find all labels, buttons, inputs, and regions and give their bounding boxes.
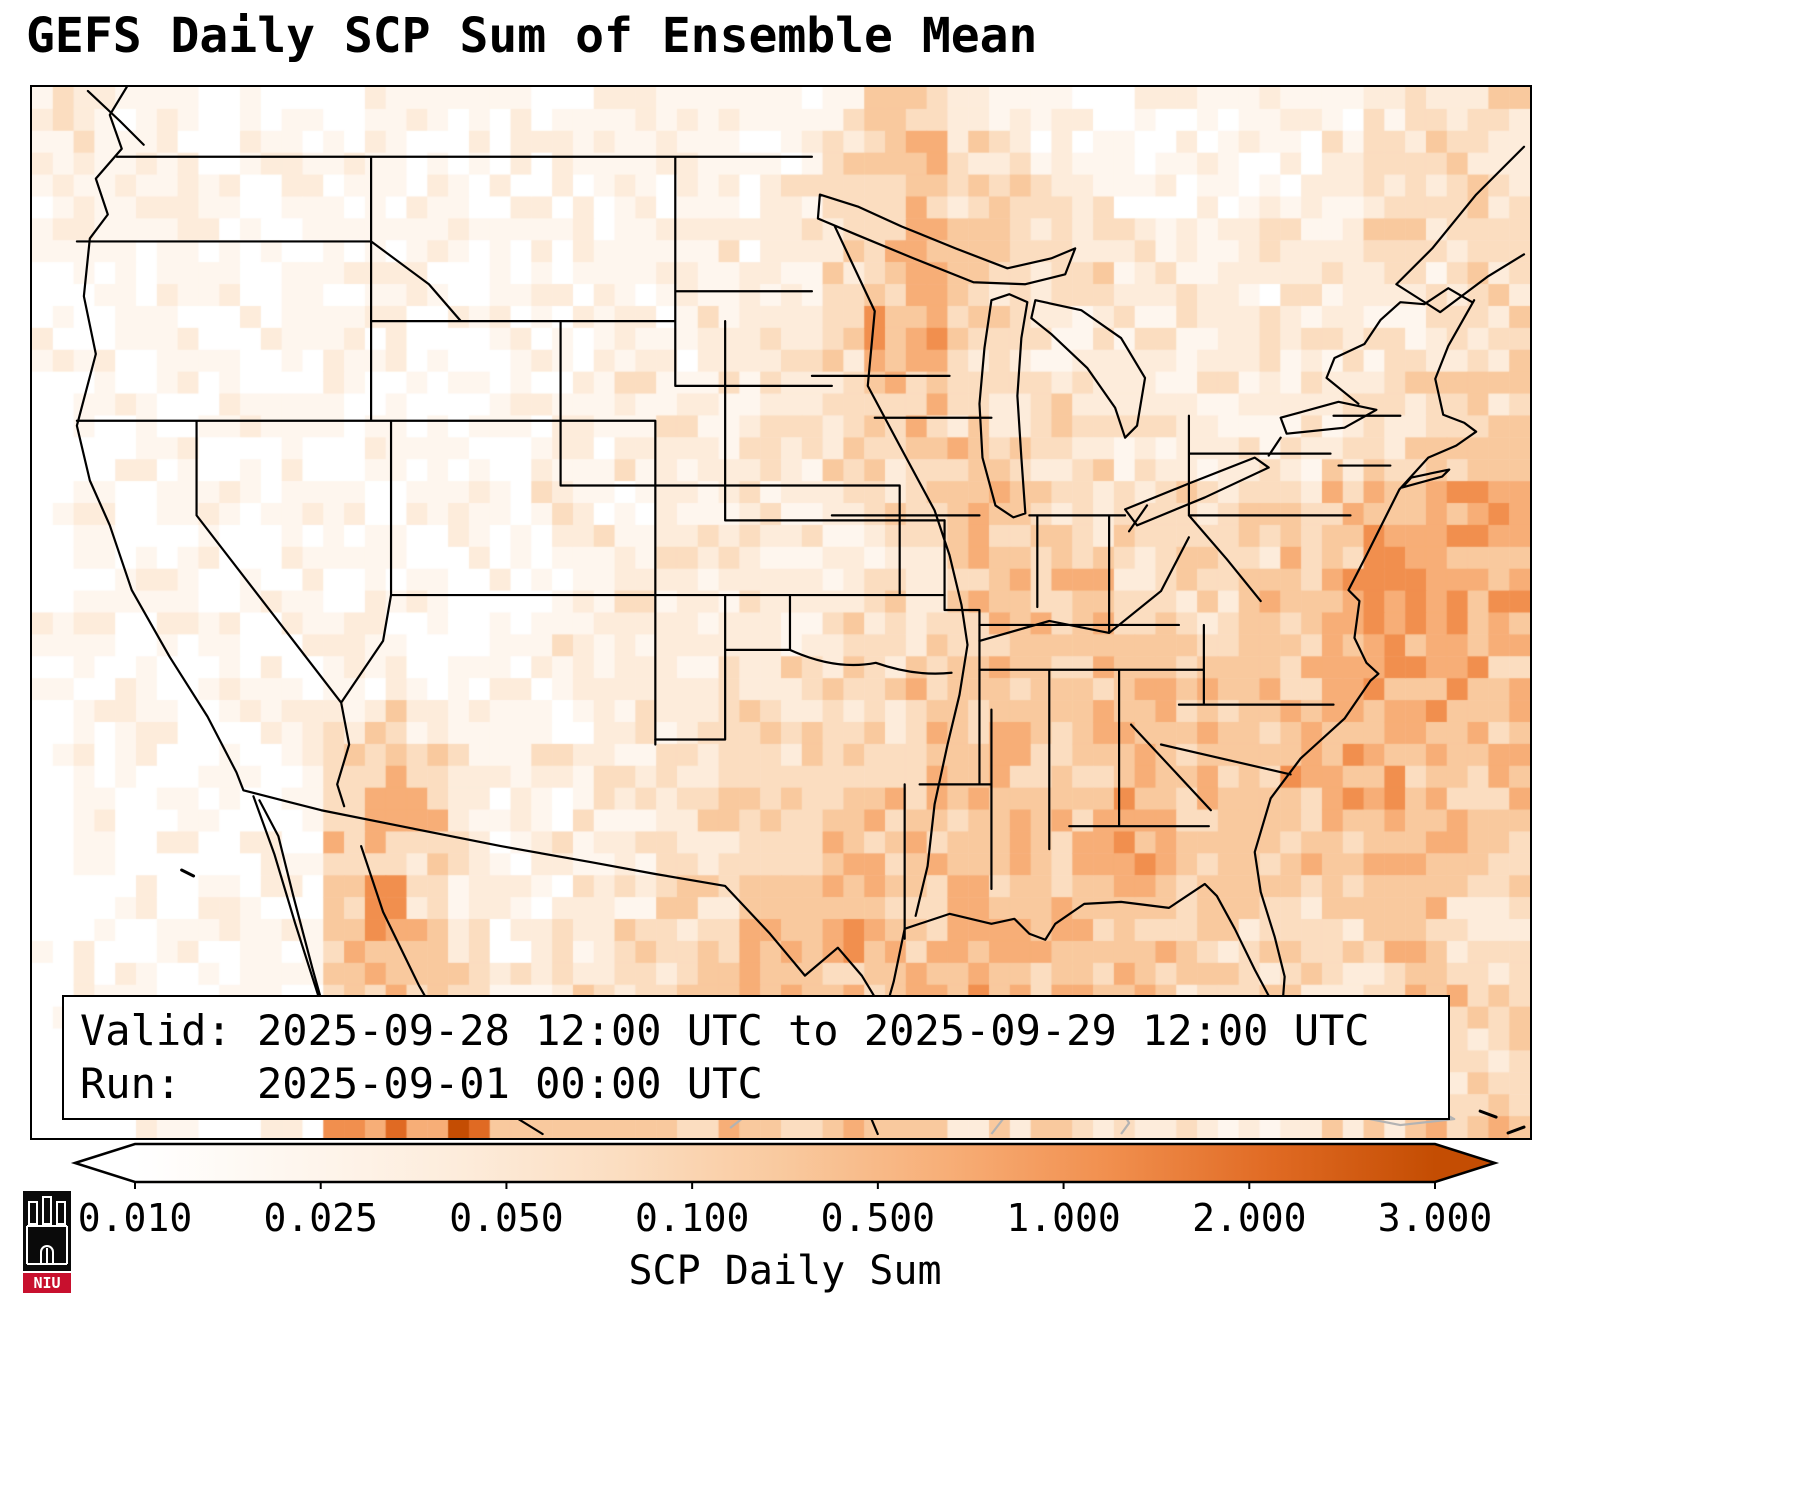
castle-icon xyxy=(26,1196,68,1265)
colorbar-tick-label: 1.000 xyxy=(1006,1196,1121,1240)
run-line: Run: 2025-09-01 00:00 UTC xyxy=(80,1058,763,1108)
colorbar-label: SCP Daily Sum xyxy=(628,1248,942,1294)
colorbar-tick-labels: 0.010 0.025 0.050 0.100 0.500 1.000 2.000 3.000 xyxy=(0,1196,1803,1242)
colorbar-over-arrow xyxy=(1435,1144,1495,1182)
great-lakes-path xyxy=(816,193,1378,527)
colorbar-tick-label: 0.025 xyxy=(263,1196,378,1240)
colorbar-tick-label: 0.010 xyxy=(77,1196,193,1240)
valid-run-box: Valid: 2025-09-28 12:00 UTC to 2025-09-2… xyxy=(62,995,1450,1120)
niu-logo: NIU xyxy=(23,1191,71,1293)
colorbar-under-arrow xyxy=(75,1144,135,1182)
map-panel: Valid: 2025-09-28 12:00 UTC to 2025-09-2… xyxy=(30,85,1532,1140)
valid-line: Valid: 2025-09-28 12:00 UTC to 2025-09-2… xyxy=(80,1006,1370,1055)
state-borders-east xyxy=(978,414,1451,851)
logo-band xyxy=(23,1273,71,1293)
coastline-path xyxy=(75,87,1478,1015)
colorbar-tick-label: 0.050 xyxy=(449,1196,564,1240)
canada-coast-path xyxy=(86,89,1526,314)
colorbar-tick-label: 0.500 xyxy=(820,1196,936,1240)
colorbar-tick-label: 0.100 xyxy=(634,1196,750,1240)
colorbar-tick-label: 2.000 xyxy=(1192,1196,1307,1240)
basemap-overlay xyxy=(75,87,1526,1136)
state-borders-central xyxy=(654,225,993,940)
state-borders-west xyxy=(75,155,946,808)
canada-border-path xyxy=(1127,287,1474,533)
colorbar-tick-label: 3.000 xyxy=(1377,1196,1493,1240)
logo-text: NIU xyxy=(33,1274,60,1292)
plot-title: GEFS Daily SCP Sum of Ensemble Mean xyxy=(26,8,1038,64)
colorbar xyxy=(70,1142,1500,1189)
colorbar-gradient xyxy=(135,1144,1435,1182)
